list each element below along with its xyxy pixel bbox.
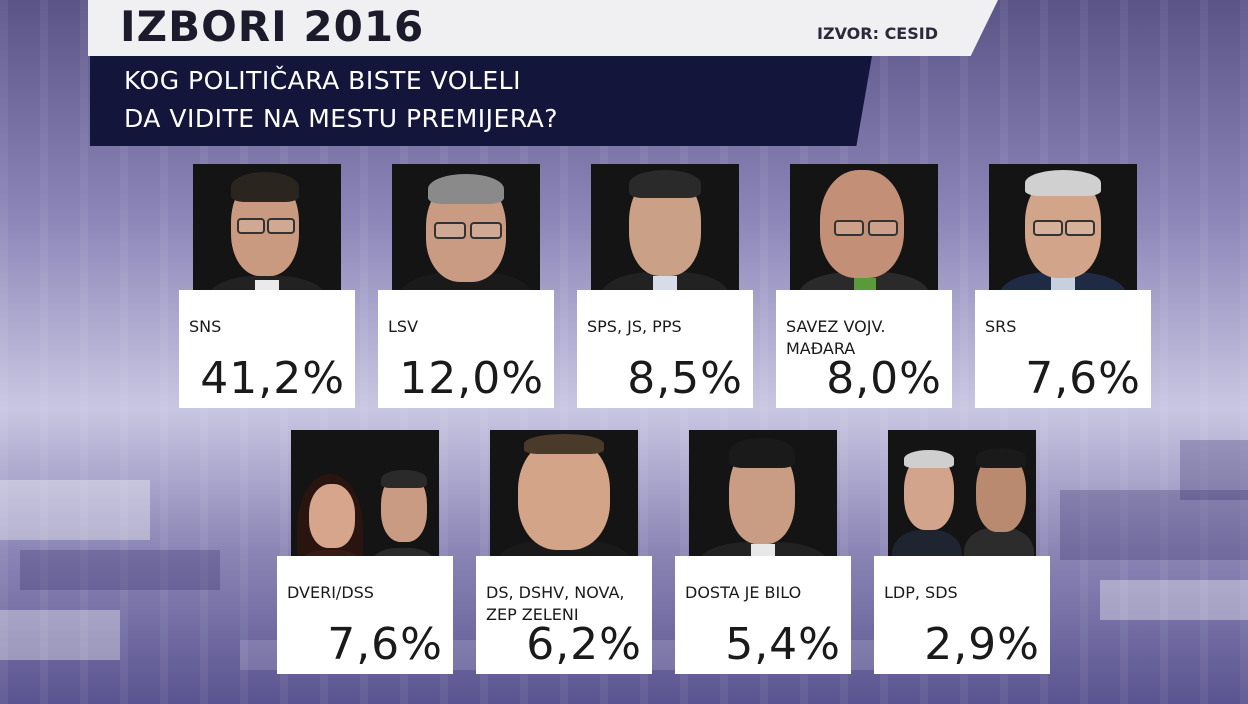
question-line-2: DA VIDITE NA MESTU PREMIJERA? [124,104,559,133]
party-name: SRS [985,317,1017,336]
party-name: LSV [388,317,419,336]
percent-value: 7,6% [1025,353,1141,404]
result-card-dveri: DVERI/DSS 7,6% [277,430,453,674]
percent-value: 41,2% [200,353,345,404]
percent-value: 2,9% [924,619,1040,670]
result-info: SPS, JS, PPS 8,5% [577,290,753,408]
result-card-ldp: LDP, SDS 2,9% [874,430,1050,674]
question-line-1: KOG POLITIČARA BISTE VOLELI [124,66,521,95]
result-info: LSV 12,0% [378,290,554,408]
question-banner: KOG POLITIČARA BISTE VOLELI DA VIDITE NA… [90,56,872,146]
party-name: SNS [189,317,222,336]
politician-photo [888,430,1036,580]
result-card-svm: SAVEZ VOJV. MAĐARA 8,0% [776,164,952,408]
party-name: SAVEZ VOJV. MAĐARA [786,317,886,358]
result-info: LDP, SDS 2,9% [874,556,1050,674]
result-card-srs: SRS 7,6% [975,164,1151,408]
party-name: SPS, JS, PPS [587,317,682,336]
percent-value: 12,0% [399,353,544,404]
page-title: IZBORI 2016 [120,2,425,51]
party-name: DS, DSHV, NOVA, ZEP ZELENI [486,583,625,624]
politician-photo [490,430,638,580]
result-info: SAVEZ VOJV. MAĐARA 8,0% [776,290,952,408]
result-info: SNS 41,2% [179,290,355,408]
result-card-lsv: LSV 12,0% [378,164,554,408]
percent-value: 5,4% [725,619,841,670]
percent-value: 8,0% [826,353,942,404]
source-label: IZVOR: CESID [817,24,938,43]
result-info: DOSTA JE BILO 5,4% [675,556,851,674]
result-info: DS, DSHV, NOVA, ZEP ZELENI 6,2% [476,556,652,674]
politician-photo [591,164,739,314]
title-bar: IZBORI 2016 IZVOR: CESID [88,0,998,56]
percent-value: 8,5% [627,353,743,404]
result-card-ds: DS, DSHV, NOVA, ZEP ZELENI 6,2% [476,430,652,674]
party-name: DVERI/DSS [287,583,374,602]
result-card-sps: SPS, JS, PPS 8,5% [577,164,753,408]
party-name: LDP, SDS [884,583,958,602]
party-name: DOSTA JE BILO [685,583,802,602]
result-card-sns: SNS 41,2% [179,164,355,408]
result-info: SRS 7,6% [975,290,1151,408]
percent-value: 6,2% [526,619,642,670]
result-card-dosta: DOSTA JE BILO 5,4% [675,430,851,674]
result-info: DVERI/DSS 7,6% [277,556,453,674]
percent-value: 7,6% [327,619,443,670]
